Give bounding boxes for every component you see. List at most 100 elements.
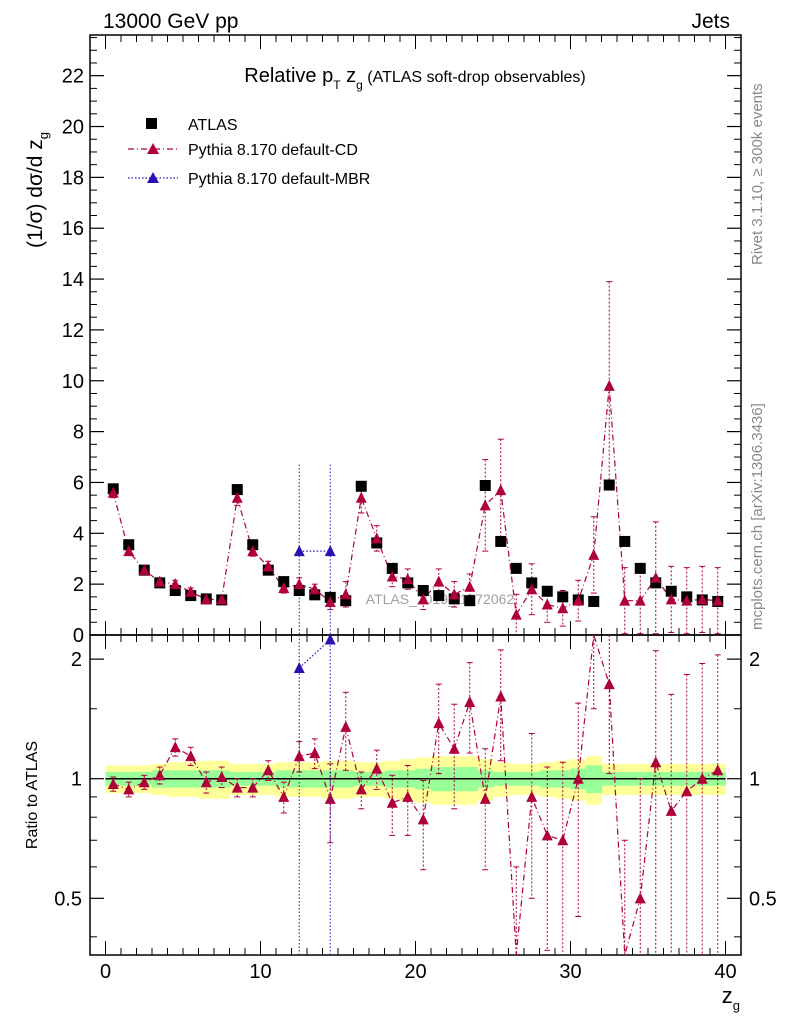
mbr-data-point — [293, 545, 305, 557]
main-y-tick-label: 8 — [73, 422, 84, 444]
ratio-cd-point — [386, 796, 398, 808]
ratio-cd-point — [495, 690, 507, 702]
cd-data-point — [417, 593, 429, 605]
rivet-info: Rivet 3.1.10, ≥ 300k events — [749, 83, 766, 265]
cd-data-point — [603, 379, 615, 391]
cd-data-point — [355, 491, 367, 503]
atlas-data-point — [169, 585, 181, 597]
ratio-cd-point — [665, 804, 677, 816]
cd-data-point — [650, 571, 662, 583]
mcplots-info: mcplots.cern.ch [arXiv:1306.3436] — [749, 403, 766, 630]
cd-data-point — [510, 608, 522, 620]
main-y-tick-label: 2 — [73, 574, 84, 596]
ratio-cd-point — [154, 769, 166, 781]
main-y-tick-label: 20 — [62, 117, 84, 139]
x-tick-label: 30 — [559, 961, 581, 983]
atlas-data-point — [541, 585, 553, 597]
atlas-data-point — [526, 577, 538, 589]
legend-label-cd: Pythia 8.170 default-CD — [188, 142, 358, 159]
cd-data-point — [185, 585, 197, 597]
legend-marker-atlas — [146, 118, 157, 129]
ratio-cd-point — [216, 770, 228, 782]
atlas-data-point — [557, 591, 569, 603]
cd-data-point — [557, 602, 569, 614]
ratio-cd-point — [371, 762, 383, 774]
atlas-data-point — [665, 585, 677, 597]
cd-data-point — [154, 575, 166, 587]
x-tick-label: 0 — [100, 961, 111, 983]
ratio-cd-point — [169, 741, 181, 753]
cd-data-point — [619, 594, 631, 606]
ratio-cd-line — [113, 634, 719, 956]
ratio-y-tick-label-right: 2 — [749, 649, 760, 671]
atlas-data-point — [340, 595, 352, 607]
main-plot: Relative pT zg (ATLAS soft-drop observab… — [24, 34, 742, 647]
atlas-data-point — [603, 479, 615, 491]
ratio-y-tick-label: 2 — [71, 649, 82, 671]
ratio-cd-point — [324, 792, 336, 804]
ratio-cd-point — [650, 756, 662, 768]
atlas-data-point — [231, 484, 243, 496]
ratio-cd-point — [541, 829, 553, 841]
main-y-label: (1/σ) dσ/d zg — [24, 132, 51, 248]
atlas-data-point — [588, 595, 600, 607]
cd-data-point — [278, 581, 290, 593]
cd-data-point — [371, 532, 383, 544]
mbr-data-point — [324, 545, 336, 557]
main-y-tick-label: 6 — [73, 472, 84, 494]
cd-data-point — [495, 484, 507, 496]
cd-data-point — [712, 594, 724, 606]
cd-data-point — [479, 499, 491, 511]
atlas-data-point — [309, 589, 321, 601]
ratio-cd-point — [402, 790, 414, 802]
cd-data-point — [231, 491, 243, 503]
ratio-mbr-point — [293, 661, 305, 673]
atlas-data-point — [634, 562, 646, 574]
atlas-data-point — [495, 535, 507, 547]
cd-data-point — [464, 580, 476, 592]
atlas-data-point — [293, 585, 305, 597]
cd-series-line — [112, 385, 718, 617]
cd-data-point — [169, 578, 181, 590]
cd-data-point — [634, 594, 646, 606]
main-y-tick-label: 4 — [73, 523, 84, 545]
ratio-cd-point — [340, 720, 352, 732]
ratio-cd-point — [123, 783, 135, 795]
x-axis-label: zg — [722, 983, 740, 1013]
x-tick-label: 40 — [714, 961, 736, 983]
cd-data-point — [696, 593, 708, 605]
cd-data-point — [402, 573, 414, 585]
atlas-data-point — [278, 576, 290, 588]
main-y-tick-label: 22 — [62, 66, 84, 88]
cd-data-point — [433, 575, 445, 587]
main-y-tick-label: 18 — [62, 167, 84, 189]
cd-data-point — [681, 594, 693, 606]
ratio-cd-point — [293, 750, 305, 762]
atlas-data-point — [247, 539, 259, 551]
ratio-cd-point — [231, 781, 243, 793]
ratio-cd-point — [603, 678, 615, 690]
ratio-cd-point — [681, 785, 693, 797]
ratio-cd-point — [479, 792, 491, 804]
atlas-data-point — [479, 480, 491, 492]
ratio-y-tick-label-right: 1 — [749, 769, 760, 791]
ratio-cd-point — [557, 834, 569, 846]
atlas-data-point — [123, 539, 135, 551]
ratio-cd-point — [433, 717, 445, 729]
ratio-y-label: Ratio to ATLAS — [24, 741, 41, 849]
legend: ATLAS Pythia 8.170 default-CD Pythia 8.1… — [128, 117, 370, 188]
cd-data-point — [293, 578, 305, 590]
ratio-cd-point — [696, 772, 708, 784]
atlas-data-point — [355, 480, 367, 492]
header-right: Jets — [691, 10, 730, 33]
ratio-cd-point — [417, 813, 429, 825]
ratio-cd-point — [278, 790, 290, 802]
ratio-cd-point — [712, 764, 724, 776]
ratio-mbr-point — [324, 633, 336, 645]
cd-data-point — [309, 583, 321, 595]
ratio-cd-point — [200, 776, 212, 788]
cd-data-point — [588, 548, 600, 560]
plot-title: Relative pT zg (ATLAS soft-drop observab… — [244, 65, 585, 92]
ratio-y-tick-label-right: 0.5 — [749, 888, 777, 910]
